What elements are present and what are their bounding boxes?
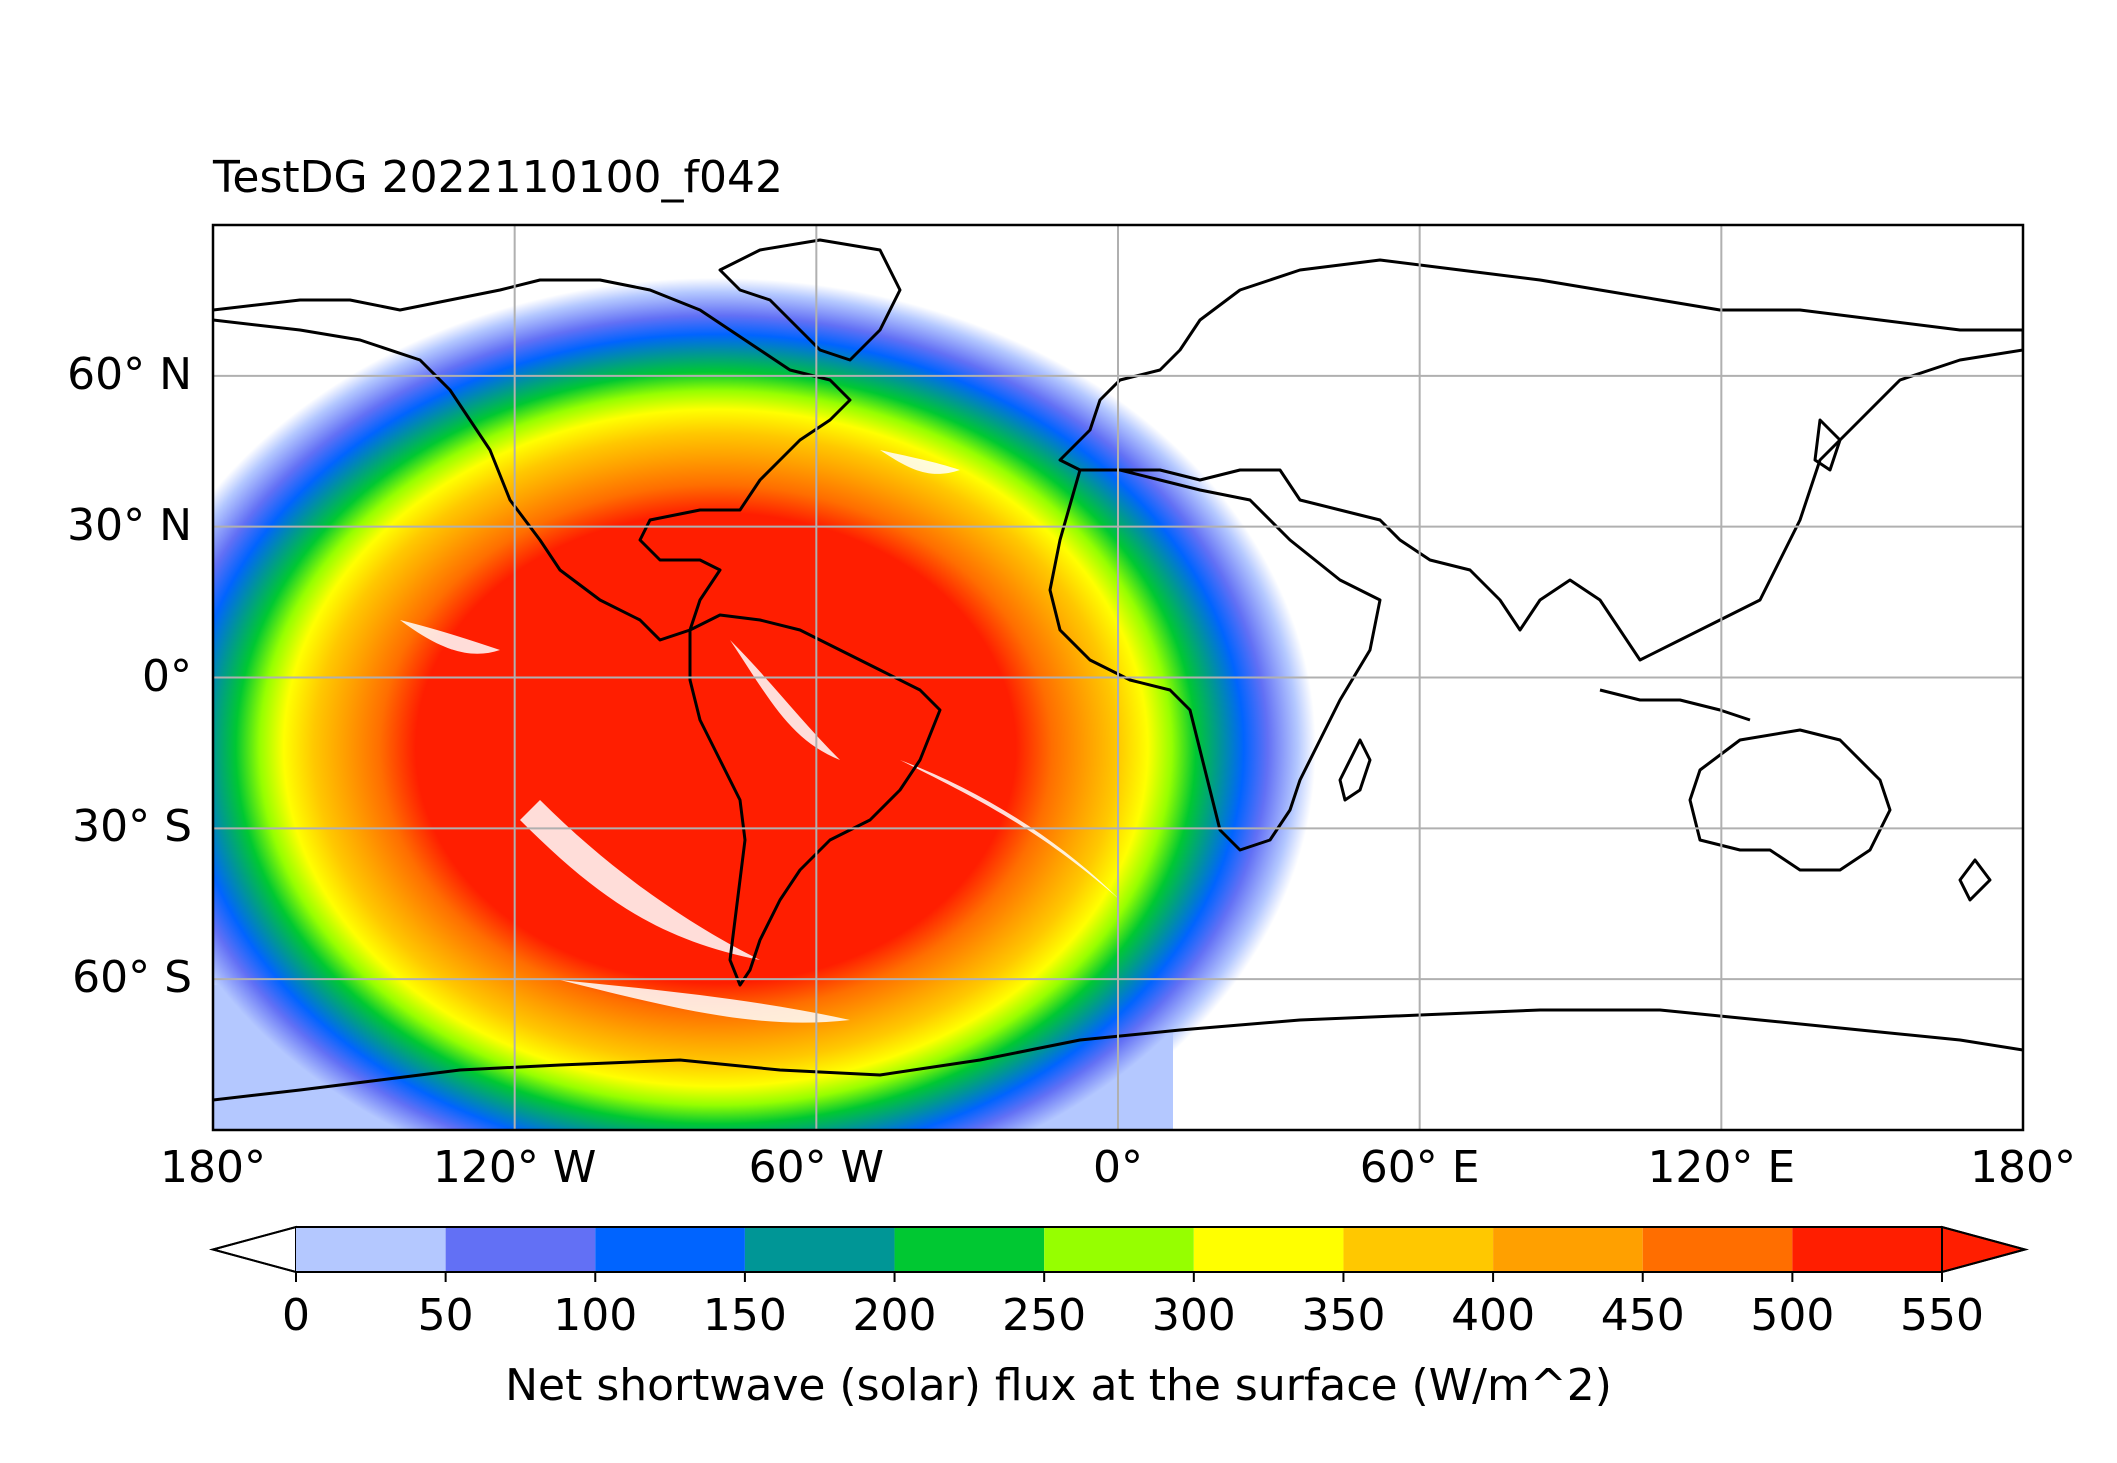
colorbar-upper-extension bbox=[1941, 1225, 2029, 1274]
map-title: TestDG 2022110100_f042 bbox=[213, 152, 784, 203]
colorbar-tick-label: 200 bbox=[852, 1290, 937, 1341]
colorbar-segment bbox=[296, 1227, 446, 1272]
coastlines bbox=[213, 238, 2023, 1102]
colorbar-segment bbox=[595, 1227, 745, 1272]
daylight-flux-field bbox=[213, 278, 1316, 1130]
eurasia-coast bbox=[1058, 258, 2023, 662]
colorbar-segment bbox=[744, 1227, 895, 1272]
colorbar-segment bbox=[1493, 1227, 1643, 1272]
north-america-coast bbox=[213, 278, 852, 642]
colorbar-segment bbox=[1642, 1227, 1793, 1272]
greenland-coast bbox=[718, 238, 902, 362]
colorbar-segment bbox=[1044, 1227, 1194, 1272]
colorbar-tick-label: 300 bbox=[1151, 1290, 1236, 1341]
latitude-tick-label: 60° N bbox=[67, 348, 192, 400]
longitude-tick-label: 60° W bbox=[748, 1142, 885, 1193]
colorbar-tick-label: 500 bbox=[1750, 1290, 1835, 1341]
colorbar-tick-label: 400 bbox=[1451, 1290, 1536, 1341]
new-zealand-coast bbox=[1958, 858, 1992, 902]
longitude-tick-label: 60° E bbox=[1359, 1142, 1480, 1193]
colorbar-tick-label: 100 bbox=[553, 1290, 638, 1341]
south-america-coast bbox=[688, 613, 942, 987]
colorbar-tick-label: 150 bbox=[702, 1290, 787, 1341]
colorbar-segment bbox=[894, 1227, 1045, 1272]
colorbar-segment bbox=[1193, 1227, 1344, 1272]
colorbar-segment bbox=[445, 1227, 596, 1272]
longitude-tick-label: 120° E bbox=[1647, 1142, 1796, 1193]
colorbar-tick-label: 550 bbox=[1900, 1290, 1984, 1341]
latitude-tick-label: 30° N bbox=[67, 499, 192, 551]
australia-coast bbox=[1688, 728, 1892, 872]
indonesia-coast bbox=[1599, 688, 1751, 722]
latitude-tick-label: 0° bbox=[142, 650, 192, 702]
colorbar bbox=[209, 1225, 2029, 1282]
colorbar-tick-label: 0 bbox=[282, 1290, 310, 1341]
colorbar-segment bbox=[1792, 1227, 1942, 1272]
colorbar-segment bbox=[1343, 1227, 1494, 1272]
madagascar-coast bbox=[1338, 738, 1372, 802]
map-area bbox=[213, 225, 2023, 1130]
cloud-streaks bbox=[400, 450, 1120, 1023]
longitude-tick-label: 180° bbox=[1970, 1142, 2076, 1193]
colorbar-tick-label: 50 bbox=[417, 1290, 474, 1341]
longitude-tick-label: 120° W bbox=[432, 1142, 597, 1193]
colorbar-tick-label: 250 bbox=[1002, 1290, 1087, 1341]
antarctica-coast bbox=[213, 1008, 2023, 1102]
colorbar-lower-extension bbox=[209, 1225, 297, 1274]
colorbar-label: Net shortwave (solar) flux at the surfac… bbox=[505, 1360, 1612, 1411]
longitude-tick-label: 0° bbox=[1093, 1142, 1143, 1193]
japan-coast bbox=[1813, 418, 1842, 472]
gridlines bbox=[213, 225, 2023, 1130]
latitude-tick-label: 30° S bbox=[72, 801, 192, 853]
map-frame bbox=[211, 223, 2025, 1132]
colorbar-tick-label: 450 bbox=[1600, 1290, 1685, 1341]
colorbar-tick-label: 350 bbox=[1301, 1290, 1386, 1341]
latitude-tick-label: 60° S bbox=[72, 952, 192, 1004]
africa-coast bbox=[1048, 468, 1382, 852]
longitude-tick-label: 180° bbox=[160, 1142, 266, 1193]
